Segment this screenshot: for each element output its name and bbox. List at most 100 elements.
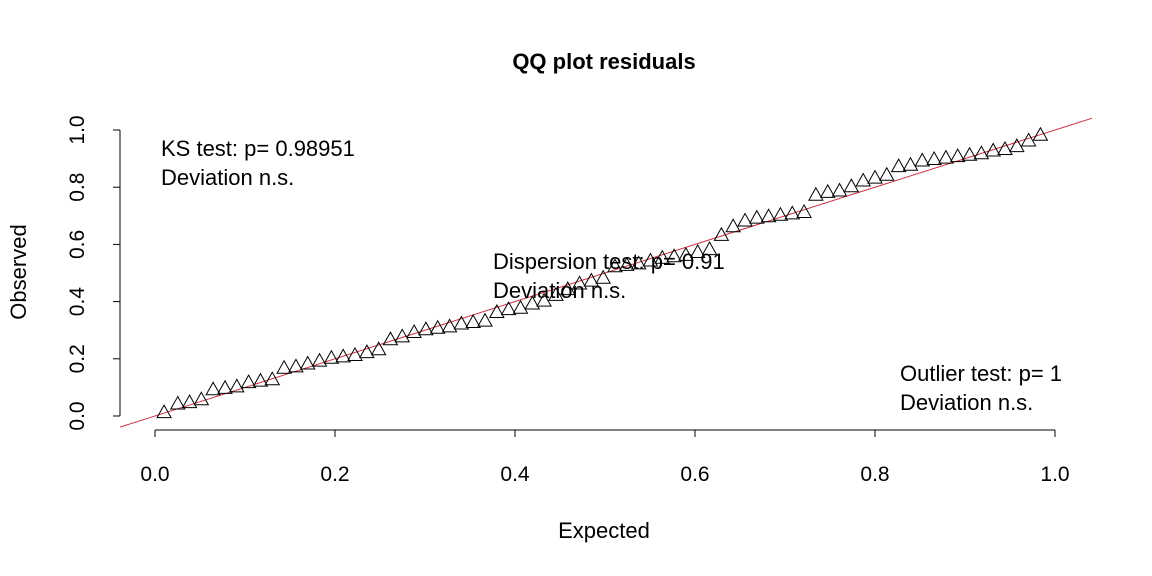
data-point <box>878 166 895 181</box>
data-point <box>1020 132 1037 147</box>
data-point <box>784 205 801 220</box>
data-point <box>748 209 765 224</box>
data-point <box>288 358 304 373</box>
x-tick-label: 0.6 <box>680 463 709 486</box>
outlier-test-annotation: Outlier test: p= 1 Deviation n.s. <box>900 361 1062 415</box>
data-point <box>642 252 659 267</box>
data-point <box>370 341 387 356</box>
outlier-deviation-text: Deviation n.s. <box>900 390 1033 415</box>
data-point <box>796 203 812 218</box>
data-point <box>843 178 860 193</box>
data-point <box>961 146 978 161</box>
data-point <box>890 158 907 173</box>
data-point <box>512 299 529 314</box>
data-point <box>973 145 990 160</box>
ks-test-annotation: KS test: p= 0.98951 Deviation n.s. <box>161 136 355 190</box>
y-tick-label: 0.0 <box>66 401 89 430</box>
data-point <box>772 206 789 221</box>
data-point <box>997 140 1013 156</box>
data-point <box>654 249 671 264</box>
data-point <box>583 272 600 287</box>
data-point <box>169 395 186 410</box>
dispersion-test-text: Dispersion test: p= 0.91 <box>493 249 725 274</box>
dispersion-test-annotation: Dispersion test: p= 0.91 Deviation n.s. <box>493 249 725 303</box>
data-point <box>559 281 576 296</box>
data-point <box>240 374 257 389</box>
data-point <box>217 379 233 394</box>
data-point <box>618 256 635 271</box>
data-point <box>867 169 883 184</box>
data-point <box>571 275 588 290</box>
data-point <box>477 312 493 327</box>
dispersion-deviation-text: Deviation n.s. <box>493 278 626 303</box>
data-point <box>252 372 269 387</box>
data-point <box>536 292 552 307</box>
data-point <box>949 148 966 163</box>
data-point <box>228 378 245 393</box>
data-point <box>323 349 340 364</box>
data-point <box>205 381 221 396</box>
data-point <box>902 156 919 171</box>
data-point <box>156 404 172 419</box>
y-axis: 0.0 0.2 0.4 0.6 0.8 1.0 <box>66 115 121 431</box>
data-point <box>701 241 718 256</box>
data-point <box>181 394 198 409</box>
y-tick-label: 1.0 <box>66 115 89 144</box>
data-point <box>299 355 316 370</box>
data-point <box>382 331 399 346</box>
x-tick-label: 0.4 <box>500 463 530 486</box>
data-point <box>666 248 682 263</box>
x-axis-label: Expected <box>558 518 650 543</box>
data-point <box>394 328 411 343</box>
y-tick-label: 0.8 <box>66 173 89 202</box>
data-point <box>819 183 836 198</box>
data-point <box>276 359 292 374</box>
data-point <box>548 286 564 301</box>
data-point <box>311 352 328 367</box>
data-point <box>630 255 647 270</box>
ks-test-text: KS test: p= 0.98951 <box>161 136 355 161</box>
data-point <box>264 371 281 386</box>
x-tick-label: 0.2 <box>320 463 349 486</box>
data-point <box>524 295 541 310</box>
data-point <box>938 149 954 164</box>
data-point <box>193 391 210 406</box>
data-point <box>418 321 434 336</box>
data-point <box>926 151 942 166</box>
data-point <box>855 172 872 187</box>
data-point <box>1008 138 1025 153</box>
data-point <box>429 319 446 334</box>
data-point <box>985 142 1002 157</box>
data-point <box>465 314 482 329</box>
data-point <box>595 269 612 284</box>
data-point <box>914 152 931 167</box>
ks-deviation-text: Deviation n.s. <box>161 165 294 190</box>
data-point <box>808 186 824 201</box>
data-point <box>406 324 422 339</box>
data-point <box>737 212 753 227</box>
data-point <box>453 315 470 330</box>
data-point <box>347 346 363 361</box>
y-axis-label: Observed <box>6 224 31 319</box>
y-tick-label: 0.4 <box>66 287 89 317</box>
data-points <box>156 126 1049 419</box>
data-point <box>713 226 730 241</box>
x-tick-label: 0.0 <box>140 463 169 486</box>
data-point <box>607 258 623 273</box>
y-tick-label: 0.2 <box>66 344 89 373</box>
data-point <box>359 344 375 359</box>
data-point <box>831 182 848 197</box>
data-point <box>725 218 742 233</box>
x-axis: 0.0 0.2 0.4 0.6 0.8 1.0 <box>140 429 1070 486</box>
data-point <box>488 304 505 319</box>
data-point <box>1032 126 1049 141</box>
x-tick-label: 0.8 <box>860 463 889 486</box>
data-point <box>335 348 352 363</box>
x-tick-label: 1.0 <box>1040 463 1069 486</box>
data-point <box>441 318 458 333</box>
chart-title: QQ plot residuals <box>512 49 695 74</box>
data-point <box>689 243 706 258</box>
y-tick-label: 0.6 <box>66 230 89 259</box>
data-point <box>760 208 777 223</box>
